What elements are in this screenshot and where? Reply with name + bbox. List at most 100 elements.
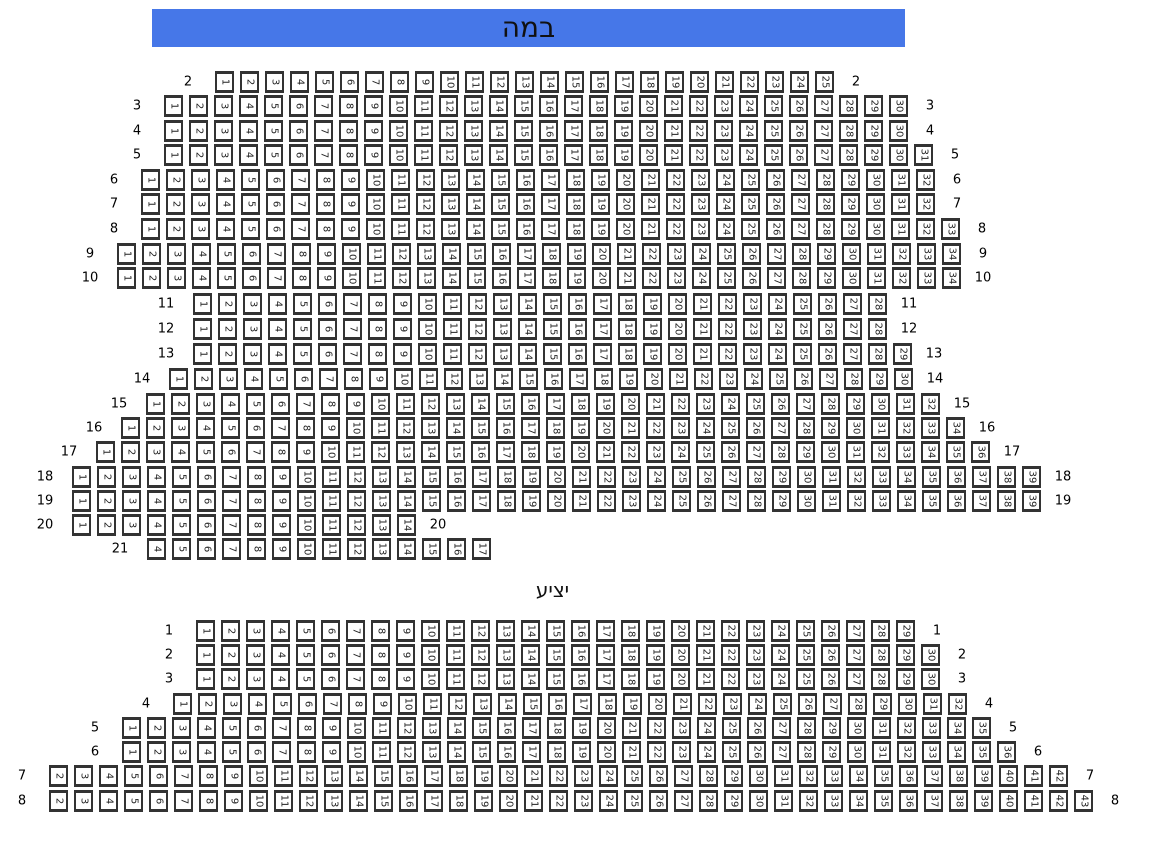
seat[interactable]: 24 (721, 393, 740, 415)
seat[interactable]: 6 (149, 765, 168, 787)
seat[interactable]: 21 (524, 765, 543, 787)
seat[interactable]: 16 (568, 293, 587, 315)
seat[interactable]: 13 (417, 243, 436, 265)
seat[interactable]: 7 (365, 71, 384, 93)
seat[interactable]: 31 (846, 441, 865, 463)
seat[interactable]: 13 (493, 293, 512, 315)
seat[interactable]: 7 (314, 144, 333, 166)
seat[interactable]: 12 (439, 95, 458, 117)
seat[interactable]: 15 (471, 417, 490, 439)
seat[interactable]: 12 (347, 538, 366, 560)
seat[interactable]: 40 (999, 765, 1018, 787)
seat[interactable]: 17 (596, 644, 615, 666)
seat[interactable]: 4 (268, 318, 287, 340)
seat[interactable]: 5 (241, 218, 260, 240)
seat[interactable]: 12 (490, 71, 509, 93)
seat[interactable]: 8 (247, 490, 266, 512)
seat[interactable]: 21 (524, 790, 543, 812)
seat[interactable]: 6 (197, 490, 216, 512)
seat[interactable]: 12 (416, 193, 435, 215)
seat[interactable]: 15 (374, 765, 393, 787)
seat[interactable]: 27 (767, 267, 786, 289)
seat[interactable]: 19 (591, 193, 610, 215)
seat[interactable]: 11 (367, 243, 386, 265)
seat[interactable]: 6 (197, 514, 216, 536)
seat[interactable]: 5 (315, 71, 334, 93)
seat[interactable]: 36 (899, 790, 918, 812)
seat[interactable]: 7 (267, 267, 286, 289)
seat[interactable]: 18 (566, 218, 585, 240)
seat[interactable]: 13 (372, 514, 391, 536)
seat[interactable]: 10 (394, 368, 413, 390)
seat[interactable]: 8 (339, 120, 358, 142)
seat[interactable]: 11 (414, 95, 433, 117)
seat[interactable]: 11 (446, 644, 465, 666)
seat[interactable]: 10 (389, 144, 408, 166)
seat[interactable]: 31 (891, 218, 910, 240)
seat[interactable]: 18 (594, 368, 613, 390)
seat[interactable]: 4 (197, 717, 216, 739)
seat[interactable]: 32 (896, 417, 915, 439)
seat[interactable]: 24 (748, 693, 767, 715)
seat[interactable]: 28 (868, 343, 887, 365)
seat[interactable]: 18 (546, 417, 565, 439)
seat[interactable]: 17 (541, 169, 560, 191)
seat[interactable]: 24 (790, 71, 809, 93)
seat[interactable]: 3 (223, 693, 242, 715)
seat[interactable]: 14 (521, 620, 540, 642)
seat[interactable]: 26 (746, 417, 765, 439)
seat[interactable]: 16 (447, 466, 466, 488)
seat[interactable]: 22 (549, 765, 568, 787)
seat[interactable]: 20 (592, 267, 611, 289)
seat[interactable]: 12 (471, 620, 490, 642)
seat[interactable]: 34 (921, 441, 940, 463)
seat[interactable]: 2 (189, 144, 208, 166)
seat[interactable]: 7 (296, 393, 315, 415)
seat[interactable]: 20 (616, 218, 635, 240)
seat[interactable]: 30 (847, 741, 866, 763)
seat[interactable]: 5 (172, 538, 191, 560)
seat[interactable]: 19 (571, 417, 590, 439)
seat[interactable]: 2 (221, 668, 240, 690)
seat[interactable]: 20 (592, 243, 611, 265)
seat[interactable]: 20 (597, 741, 616, 763)
seat[interactable]: 27 (846, 644, 865, 666)
seat[interactable]: 15 (546, 644, 565, 666)
seat[interactable]: 8 (371, 668, 390, 690)
seat[interactable]: 7 (291, 169, 310, 191)
seat[interactable]: 4 (196, 417, 215, 439)
seat[interactable]: 2 (166, 218, 185, 240)
seat[interactable]: 10 (421, 668, 440, 690)
seat[interactable]: 25 (769, 368, 788, 390)
seat[interactable]: 17 (517, 267, 536, 289)
seat[interactable]: 27 (843, 318, 862, 340)
seat[interactable]: 34 (942, 243, 961, 265)
seat[interactable]: 8 (316, 193, 335, 215)
seat[interactable]: 19 (522, 490, 541, 512)
seat[interactable]: 19 (646, 668, 665, 690)
seat[interactable]: 27 (846, 620, 865, 642)
seat[interactable]: 30 (842, 267, 861, 289)
seat[interactable]: 32 (892, 267, 911, 289)
seat[interactable]: 27 (843, 343, 862, 365)
seat[interactable]: 23 (646, 441, 665, 463)
seat[interactable]: 18 (598, 693, 617, 715)
seat[interactable]: 10 (418, 318, 437, 340)
seat[interactable]: 9 (373, 693, 392, 715)
seat[interactable]: 8 (368, 318, 387, 340)
seat[interactable]: 24 (744, 368, 763, 390)
seat[interactable]: 3 (146, 441, 165, 463)
seat[interactable]: 5 (269, 368, 288, 390)
seat[interactable]: 9 (224, 765, 243, 787)
seat[interactable]: 17 (472, 490, 491, 512)
seat[interactable]: 13 (496, 644, 515, 666)
seat[interactable]: 17 (541, 218, 560, 240)
seat[interactable]: 1 (196, 644, 215, 666)
seat[interactable]: 11 (423, 693, 442, 715)
seat[interactable]: 22 (549, 790, 568, 812)
seat[interactable]: 30 (842, 243, 861, 265)
seat[interactable]: 20 (571, 441, 590, 463)
seat[interactable]: 3 (167, 243, 186, 265)
seat[interactable]: 21 (641, 218, 660, 240)
seat[interactable]: 26 (742, 243, 761, 265)
